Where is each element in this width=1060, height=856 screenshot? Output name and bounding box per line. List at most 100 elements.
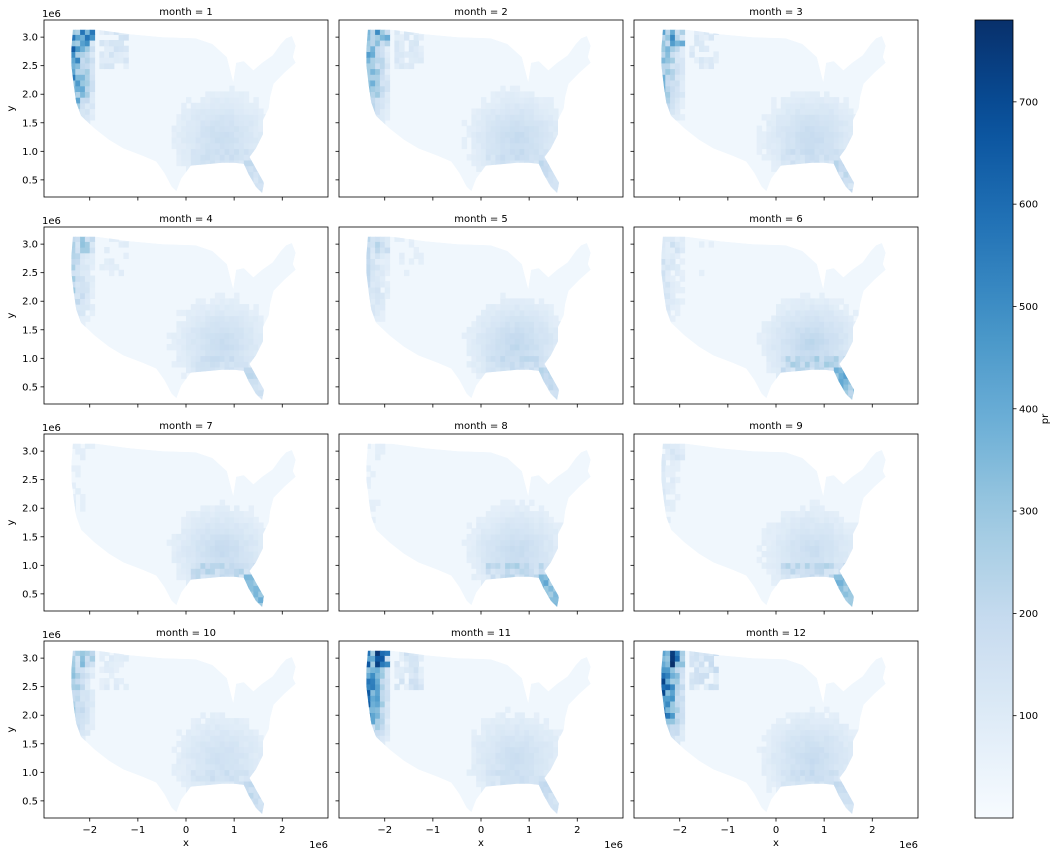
heat-cell xyxy=(819,148,825,155)
heat-cell xyxy=(529,562,535,569)
heat-cell xyxy=(384,45,391,52)
heat-cell xyxy=(833,137,840,144)
heat-cell xyxy=(190,775,197,782)
heat-cell xyxy=(190,798,197,805)
heat-cell xyxy=(370,40,376,47)
heat-cell xyxy=(790,154,796,161)
heat-cell xyxy=(761,528,767,535)
heat-cell xyxy=(819,298,825,305)
heat-cell xyxy=(490,366,496,374)
heat-cell xyxy=(529,516,535,524)
heat-cell xyxy=(243,384,250,391)
heat-cell xyxy=(466,522,472,529)
heat-cell xyxy=(670,51,676,58)
heat-cell xyxy=(670,292,676,299)
heat-cell xyxy=(814,131,820,138)
heat-cell xyxy=(234,585,240,592)
heat-cell xyxy=(229,602,235,607)
heat-cell xyxy=(766,556,772,564)
heat-cell xyxy=(200,355,206,362)
heat-cell xyxy=(862,389,868,396)
heat-cell xyxy=(800,119,806,127)
heat-cell xyxy=(471,355,477,362)
heat-cell xyxy=(263,384,269,391)
heat-cell xyxy=(485,775,492,782)
heat-cell xyxy=(679,62,686,70)
heat-cell xyxy=(224,568,230,575)
heat-cell xyxy=(543,545,549,552)
heat-cell xyxy=(524,102,530,110)
heat-cell xyxy=(267,746,274,753)
heat-cell xyxy=(408,241,415,248)
heat-cell xyxy=(800,102,806,110)
heat-cell xyxy=(379,706,386,713)
heat-cell xyxy=(790,602,796,607)
heat-cell xyxy=(548,131,554,138)
heat-cell xyxy=(867,579,873,586)
heat-cell xyxy=(224,556,230,564)
heat-cell xyxy=(756,338,763,345)
heat-cell xyxy=(804,562,811,569)
heat-cell xyxy=(853,389,859,396)
heat-cell xyxy=(379,650,386,656)
heat-cell xyxy=(176,729,182,736)
heat-cell xyxy=(224,718,230,725)
heat-cell xyxy=(171,746,177,753)
heat-cell xyxy=(795,97,801,104)
heat-cell xyxy=(267,740,274,748)
heat-cell xyxy=(277,602,283,607)
heat-cell xyxy=(519,809,525,814)
heat-cell xyxy=(379,735,386,742)
heat-cell xyxy=(670,298,676,305)
heat-cell xyxy=(500,769,506,776)
heat-cell xyxy=(795,338,801,345)
heat-cell xyxy=(481,752,487,759)
heat-cell xyxy=(785,159,791,167)
heat-cell xyxy=(205,729,211,736)
heat-cell xyxy=(190,361,197,368)
heat-cell xyxy=(562,384,569,391)
heat-cell xyxy=(814,188,820,194)
heat-cell xyxy=(214,539,221,546)
heat-cell xyxy=(795,171,801,178)
heat-cell xyxy=(524,298,530,305)
heat-cell xyxy=(224,746,230,753)
heat-cell xyxy=(243,361,250,368)
heat-cell xyxy=(370,252,376,259)
heat-cell xyxy=(766,326,772,334)
heat-cell xyxy=(84,666,91,673)
heat-cell xyxy=(263,740,269,748)
heat-cell xyxy=(84,68,91,75)
heat-cell xyxy=(514,792,521,799)
heat-cell xyxy=(84,29,91,35)
y-tick-label: 2.0 xyxy=(22,90,38,101)
heat-cell xyxy=(89,287,96,294)
heat-cell xyxy=(229,729,235,736)
heat-cell xyxy=(234,102,240,110)
heat-cell xyxy=(819,188,825,194)
heat-cell xyxy=(505,114,511,121)
heat-cell xyxy=(828,304,835,311)
heat-cell xyxy=(665,281,671,288)
heat-cell xyxy=(505,154,511,161)
heat-cell xyxy=(853,562,859,569)
heat-cell xyxy=(529,188,535,194)
heat-cell xyxy=(538,740,545,748)
heat-cell xyxy=(485,119,492,127)
heat-cell xyxy=(214,591,221,598)
heat-cell xyxy=(258,769,264,776)
heat-cell xyxy=(219,177,226,184)
heat-cell xyxy=(80,650,86,656)
heat-cell xyxy=(538,119,545,127)
heat-cell xyxy=(795,131,801,138)
heat-cell xyxy=(500,499,506,506)
heat-cell xyxy=(766,321,772,328)
heat-cell xyxy=(795,568,801,575)
heat-cell xyxy=(862,568,868,575)
heat-cell xyxy=(877,378,883,385)
heat-cell xyxy=(505,591,511,598)
heat-cell xyxy=(248,119,254,127)
heat-cell xyxy=(661,488,666,495)
heat-cell xyxy=(533,591,540,598)
heat-cell xyxy=(404,666,410,673)
